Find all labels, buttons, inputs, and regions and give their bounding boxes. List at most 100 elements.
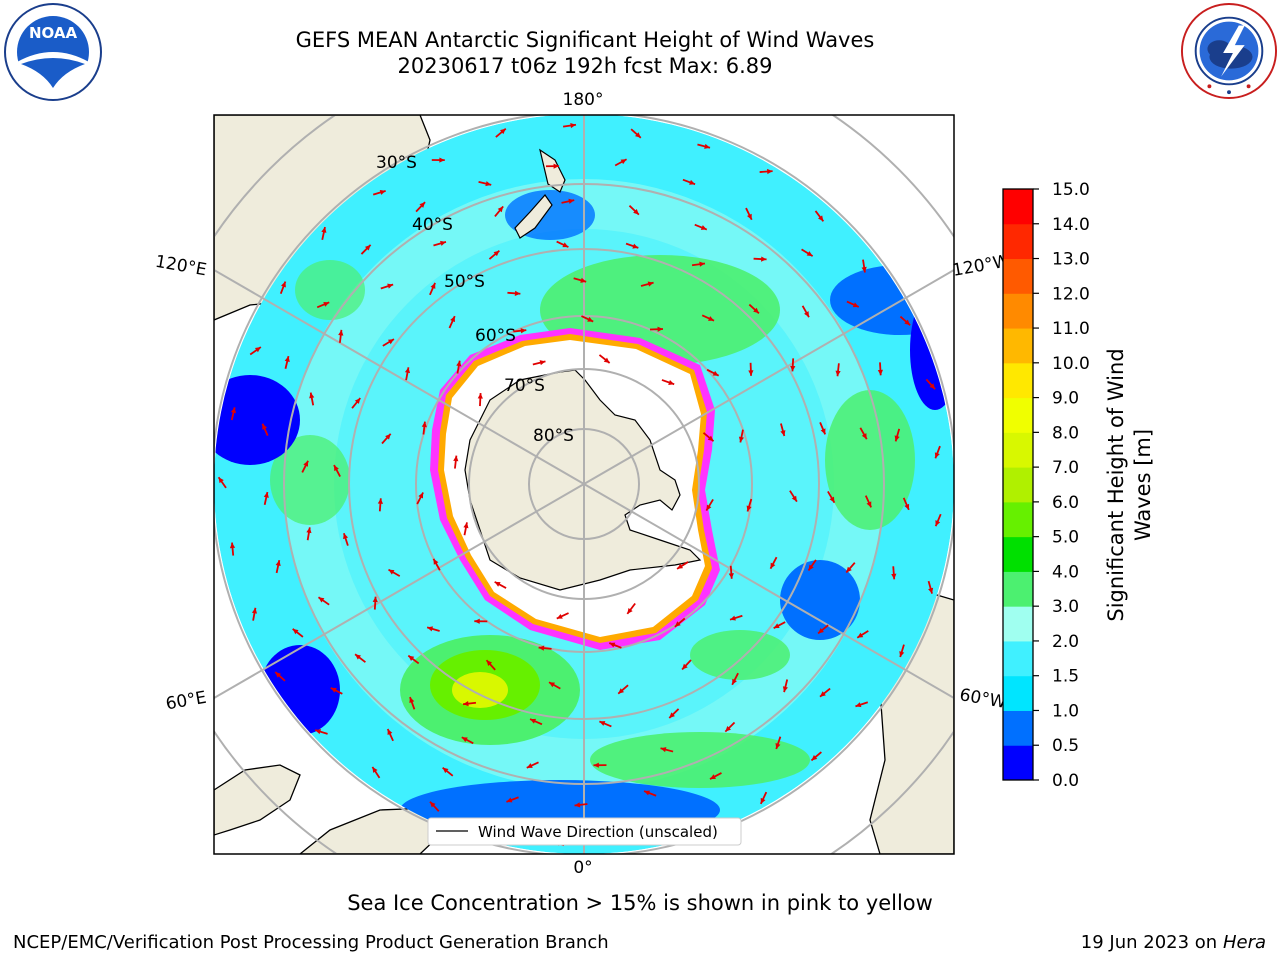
wind-arrow-head [770,562,776,569]
wind-arrow-head [593,762,599,768]
wind-arrow-head [835,370,841,377]
wind-arrow-head [706,504,712,511]
wind-arrow-head [791,495,797,502]
wind-arrow-head [354,398,361,404]
wind-arrow-head [474,618,480,624]
wind-arrow-head [780,430,786,437]
wind-arrow-head [404,367,411,374]
wind-arrow-head [855,702,862,708]
wind-arrow-head [729,615,736,621]
meridian-label-60e: 60°E [164,688,208,715]
wind-arrow-head [829,496,835,503]
wind-arrow-head [343,533,349,540]
colorbar-tick-label: 11.0 [1052,319,1090,339]
wind-arrow-head [767,168,773,175]
wind-arrow-head [674,621,681,627]
lat-label-30s: 30°S [376,153,417,173]
wind-arrow-head [486,660,493,666]
lat-label-40s: 40°S [412,215,453,235]
wind-arrow-head [570,122,576,129]
wind-arrow-head [218,477,224,484]
wind-arrow-head [707,435,714,442]
wind-arrow-head [746,213,752,220]
wind-arrow-head [852,302,859,308]
wind-arrow-head [229,542,236,549]
wind-arrow-head [599,721,606,726]
wind-arrow-head [808,564,814,571]
wind-arrow-head [338,329,344,336]
colorbar-segment [1003,710,1033,746]
colorbar-tick-label: 13.0 [1052,250,1090,270]
wind-arrow-head [494,581,501,587]
wind-arrow-head [657,326,663,332]
wind-arrow-head [477,393,483,399]
map-title: GEFS MEAN Antarctic Significant Height o… [295,28,875,52]
colorbar-segment [1003,293,1033,329]
wind-arrow-head [539,360,546,366]
wind-arrow-head [644,790,651,796]
wind-arrow-head [439,157,445,163]
wind-arrow-head [430,282,436,289]
colorbar-label-line2: Waves [m] [1131,429,1155,541]
wind-arrow-head [603,357,610,364]
wind-arrow-head [409,697,415,704]
colorbar-tick-label: 15.0 [1052,180,1090,200]
wind-arrow-head [251,607,258,614]
wind-arrow-head [463,701,469,707]
colorbar-tick-label: 12.0 [1052,284,1090,304]
wind-arrow-head [427,626,434,632]
wind-arrow-head [418,492,424,499]
wind-arrow-head [292,628,299,635]
wind-arrow-head [309,392,315,399]
colorbar-segment [1003,223,1033,260]
wind-arrow-head [421,421,427,428]
wind-arrow-head [738,436,745,443]
wind-arrow-head [549,682,555,688]
footer-date-text: 19 Jun 2023 on [1080,932,1218,953]
wind-arrow-head [725,725,731,732]
wind-arrow-head [929,383,936,390]
colorbar-segment [1003,467,1033,503]
wind-arrow-head [806,251,813,257]
colorbar-tick-label: 9.0 [1052,389,1079,409]
new-zealand-land [514,148,566,239]
wind-arrow-head [728,573,734,579]
wind-arrow-head [450,316,455,323]
wind-arrow-head [782,686,788,693]
wind-arrow-head [709,774,716,780]
colorbar [1002,188,1034,781]
wind-arrow-head [419,202,426,208]
wind-arrow-head [254,347,261,353]
colorbar-segment [1003,432,1033,468]
wind-arrow-head [568,198,575,204]
wind-arrow-head [580,277,587,283]
wind-arrow-head [387,283,394,289]
colorbar-tick-label: 2.0 [1052,632,1079,652]
wind-arrow-head [553,163,559,169]
meridian-lines [214,115,954,854]
wind-arrow-head [323,301,330,307]
lat-label-60s: 60°S [475,326,516,346]
wind-arrow-head [315,729,322,735]
colorbar-segment [1003,501,1033,538]
meridian-label-0: 0° [573,858,592,878]
colorbar-tick-label: 0.5 [1052,736,1079,756]
wind-arrow-head [904,503,910,510]
wind-arrow-head [712,370,719,376]
wind-arrow-head [804,311,809,318]
colorbar-tick-label: 0.0 [1052,771,1079,791]
lat-label-80s: 80°S [533,426,574,446]
wind-arrow-head [748,370,754,376]
colorbar-segment [1003,362,1033,399]
wind-arrow-head [732,678,737,685]
wind-arrow-head [587,316,594,322]
wind-arrow-head [682,663,688,670]
wind-arrow-head [820,428,826,435]
wind-arrow-head [334,465,339,472]
wind-arrow-head [387,728,393,735]
wind-arrow-head [633,209,639,215]
noaa-logo: NOAA [4,3,102,101]
wind-arrow-head [699,261,705,267]
wind-arrow-head [275,672,282,678]
